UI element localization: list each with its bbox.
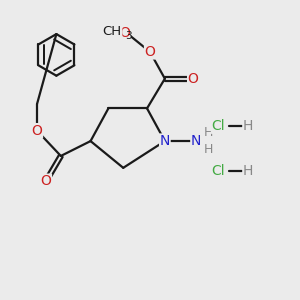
Text: H: H [203, 126, 213, 139]
Text: N: N [191, 134, 201, 148]
Text: O: O [119, 26, 130, 40]
Text: H: H [243, 164, 253, 178]
Text: O: O [40, 174, 51, 188]
Text: H: H [203, 143, 213, 156]
Text: H: H [243, 119, 253, 133]
Text: O: O [188, 72, 199, 86]
Text: O: O [145, 45, 155, 59]
Text: N: N [160, 134, 170, 148]
Text: Cl: Cl [212, 119, 225, 133]
Text: CH: CH [103, 25, 122, 38]
Text: O: O [32, 124, 43, 138]
Text: Cl: Cl [212, 164, 225, 178]
Text: 3: 3 [125, 31, 131, 41]
